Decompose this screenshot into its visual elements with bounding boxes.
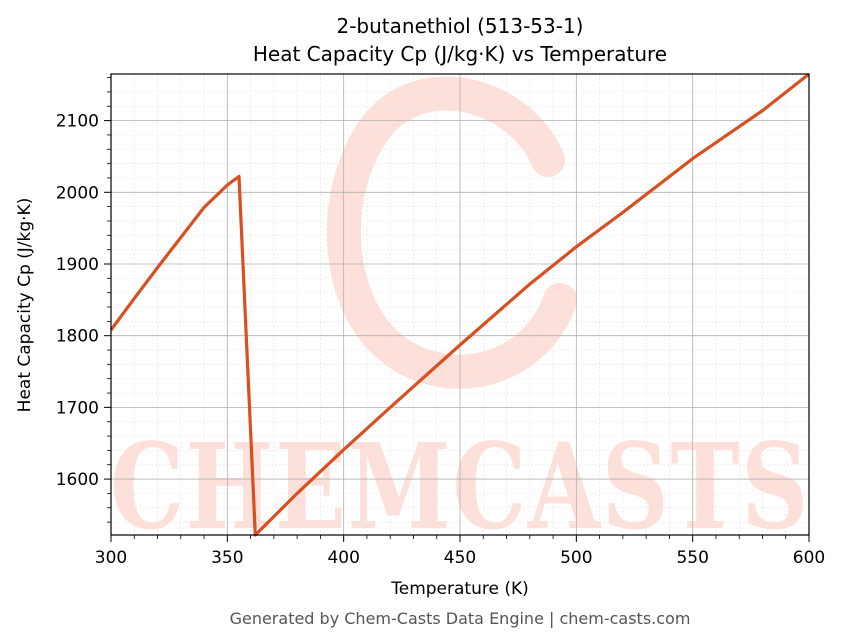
watermark-text: CHEMCASTS [110,417,810,556]
watermark: CHEMCASTS [110,76,810,556]
x-tick-label: 350 [211,548,243,568]
x-tick-label: 600 [793,548,825,568]
y-tick-label: 1800 [56,327,99,347]
x-tick-label: 450 [444,548,476,568]
y-tick-label: 1900 [56,255,99,275]
x-tick-label: 300 [95,548,127,568]
x-tick-label: 550 [676,548,708,568]
chart-title-line2: Heat Capacity Cp (J/kg·K) vs Temperature [253,42,667,66]
y-tick-label: 2100 [56,112,99,132]
footer-credit: Generated by Chem-Casts Data Engine | ch… [230,609,691,628]
y-axis-label: Heat Capacity Cp (J/kg·K) [15,198,35,413]
series-line-heat-capacity [109,72,810,537]
x-axis: 300 350 400 450 500 550 600 [95,535,825,568]
x-axis-label: Temperature (K) [390,579,529,599]
chart-title-line1: 2-butanethiol (513-53-1) [336,14,583,38]
x-tick-label: 400 [327,548,359,568]
y-tick-label: 1700 [56,398,99,418]
y-tick-label: 2000 [56,183,99,203]
watermark-swirl [326,76,577,389]
x-tick-label: 500 [560,548,592,568]
y-tick-label: 1600 [56,470,99,490]
y-axis: 1600 1700 1800 1900 2000 2100 [56,77,111,523]
